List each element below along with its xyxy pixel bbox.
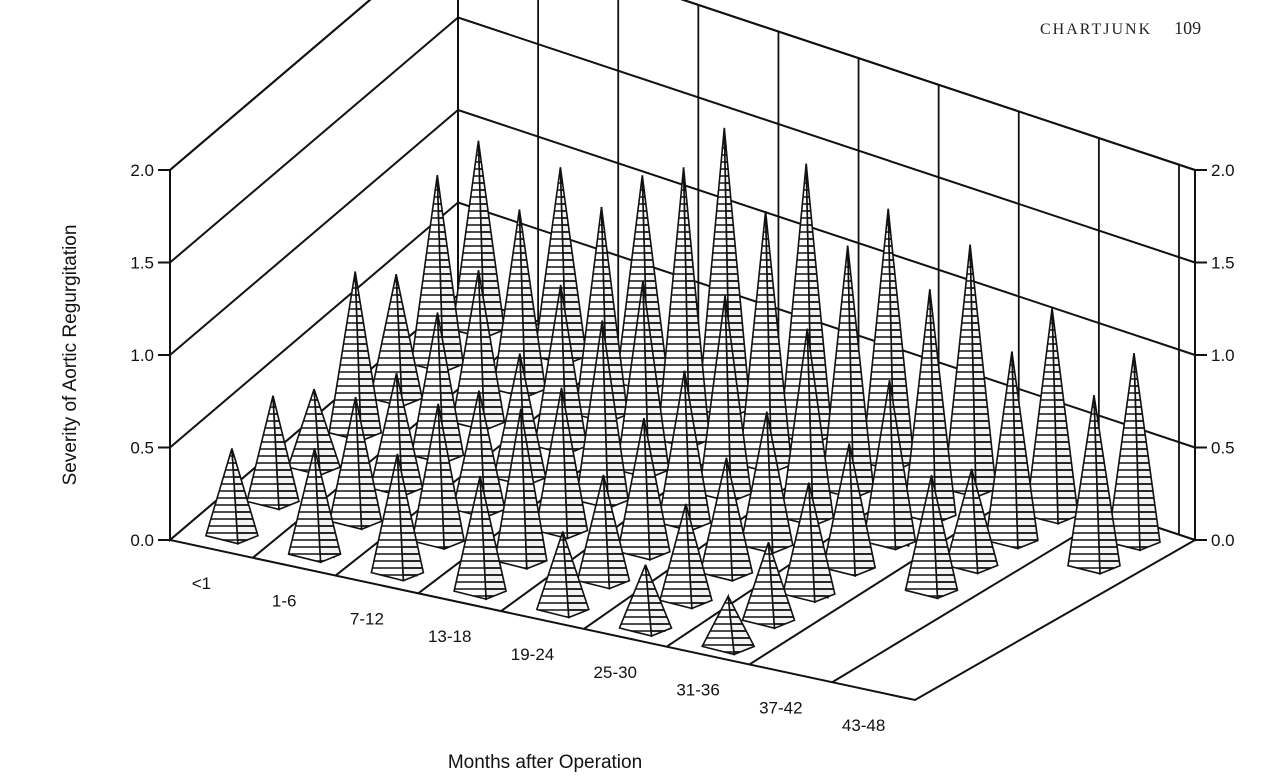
x-axis-title: Months after Operation	[448, 752, 642, 773]
category-label: 7-12	[350, 609, 384, 628]
category-label: 1-6	[272, 592, 297, 611]
page-number: 109	[1174, 18, 1202, 38]
left-wall-gridline	[169, 109, 459, 356]
spike	[685, 503, 713, 610]
floor-category-divider	[831, 511, 1114, 684]
category-label: 13-18	[428, 627, 471, 646]
category-label: 31-36	[676, 681, 719, 700]
spike	[766, 411, 794, 555]
left-tick-label: 0.0	[130, 531, 154, 550]
left-tick-label: 0.5	[130, 439, 154, 458]
spike	[767, 541, 796, 630]
spike	[808, 482, 836, 604]
left-tick-label: 1.0	[130, 346, 154, 365]
back-wall-gridline	[457, 201, 1196, 449]
left-wall-gridline	[169, 0, 372, 171]
spike	[806, 328, 835, 527]
spike	[1011, 351, 1039, 550]
spike	[436, 174, 465, 374]
category-label: 19-24	[511, 645, 554, 664]
spike	[395, 274, 424, 408]
back-wall-gridline	[680, 0, 1196, 171]
spike	[683, 370, 712, 532]
spike	[559, 167, 588, 366]
spike	[969, 244, 997, 499]
spike	[520, 408, 548, 570]
spike	[682, 167, 711, 449]
spike	[477, 270, 506, 432]
spike	[396, 453, 425, 582]
spike	[354, 271, 383, 442]
spike	[642, 280, 670, 480]
back-wall-gridline	[457, 109, 1196, 356]
spike	[888, 380, 917, 551]
spike	[313, 388, 342, 477]
category-label: 43-48	[842, 716, 885, 735]
chart-spikes	[204, 127, 1161, 656]
spike	[518, 209, 547, 399]
chart-axes: 0.0 0.0 0.5 0.5 1.0 1.0 1.5 1.5 2.0 2.0 <1 1-6 7-12 1…	[130, 161, 1234, 735]
left-tick-label: 2.0	[130, 161, 154, 180]
running-head-text: CHARTJUNK	[1040, 21, 1153, 38]
spike	[644, 564, 673, 638]
spike	[559, 284, 588, 456]
spike	[231, 448, 259, 545]
spike	[1133, 353, 1161, 552]
spike	[313, 448, 342, 564]
spike	[601, 320, 630, 510]
right-tick-label: 2.0	[1211, 161, 1235, 180]
spike	[436, 312, 465, 465]
spike	[479, 475, 508, 601]
left-wall-gridline	[169, 201, 459, 449]
spike	[930, 475, 959, 600]
back-wall-gridline	[457, 16, 1196, 264]
spike	[478, 390, 506, 519]
spike	[725, 457, 754, 582]
spike	[848, 443, 877, 577]
spike	[846, 245, 875, 500]
spike	[477, 140, 506, 339]
left-tick-label: 1.5	[130, 254, 154, 273]
spike	[727, 595, 756, 656]
category-label: <1	[192, 574, 211, 593]
spike	[929, 289, 957, 525]
spike	[643, 418, 671, 561]
category-label: 37-42	[759, 698, 802, 717]
right-tick-label: 1.0	[1211, 346, 1235, 365]
left-wall-gridline	[169, 16, 459, 264]
right-tick-label: 1.5	[1211, 254, 1235, 273]
spike	[1051, 308, 1079, 525]
right-tick-label: 0.5	[1211, 439, 1235, 458]
spike	[602, 474, 631, 590]
spike	[562, 531, 590, 619]
spike	[724, 295, 752, 503]
spike	[354, 396, 383, 531]
spike	[970, 468, 999, 575]
spike	[560, 387, 589, 540]
spike	[272, 395, 300, 511]
y-axis-title: Severity of Aortic Regurgitation	[60, 225, 81, 486]
spike	[1093, 395, 1121, 575]
spike	[395, 373, 424, 498]
running-header: CHARTJUNK 109	[1040, 18, 1201, 39]
right-tick-label: 0.0	[1211, 531, 1235, 550]
spike	[764, 211, 793, 475]
spike	[437, 403, 466, 551]
category-label: 25-30	[594, 663, 637, 682]
